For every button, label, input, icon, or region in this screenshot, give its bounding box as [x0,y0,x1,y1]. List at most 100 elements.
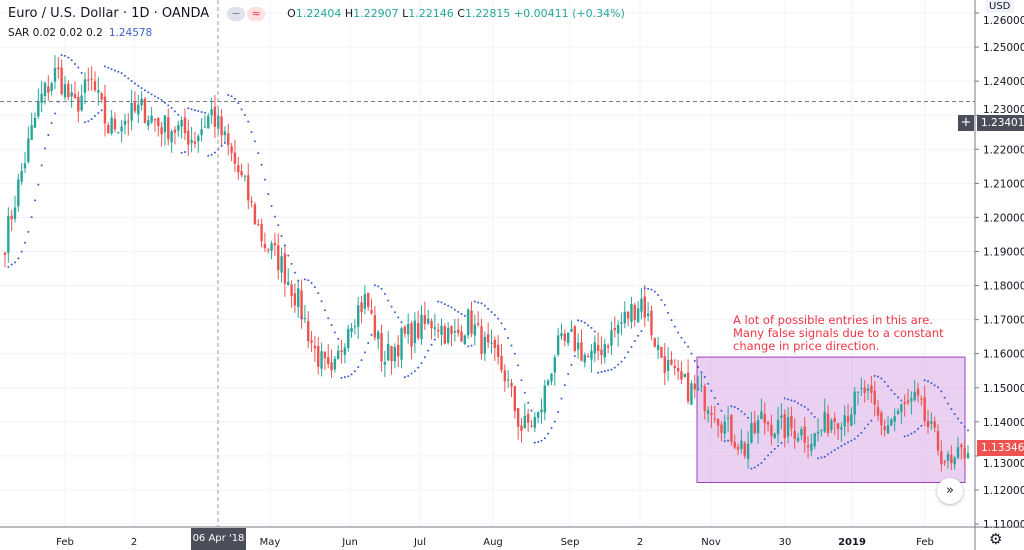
currency-badge[interactable]: USD [985,0,1015,13]
sar-dot [413,370,416,373]
candle-body [343,347,347,355]
sar-dot [373,284,376,287]
candle [390,345,393,375]
candle-body [566,332,570,344]
candle-body [663,356,666,374]
compare-icon[interactable]: ≈ [247,6,266,21]
candle-body [523,415,527,429]
candle-body [906,400,910,403]
sar-dot [160,98,163,101]
candle [440,318,443,346]
gear-icon[interactable]: ⚙ [989,530,1003,548]
sar-dot [77,66,80,69]
candle-body [723,421,726,434]
candle-body [203,126,207,128]
candle [646,302,650,322]
candle [586,353,590,358]
candle-body [177,125,180,131]
candle [333,355,337,373]
candle-body [760,411,763,419]
sar-dot [527,401,530,404]
candle [30,112,33,140]
candle-body [133,102,137,112]
candle [933,416,936,433]
sar-dot [920,424,923,427]
candle-body [100,93,103,100]
candle [570,320,573,333]
add-alert-plus-icon[interactable]: + [958,115,974,131]
candle [513,385,517,419]
candle [673,359,676,376]
candle [870,375,873,403]
x-tick-label: 2 [637,537,643,548]
candle [840,422,843,442]
sar-dot [120,72,123,75]
sar-dot [17,257,20,260]
candle-body [23,163,27,169]
candle-body [323,351,327,359]
candle [626,311,630,327]
candle-body [357,305,360,327]
candle-body [643,296,646,318]
sar-dot [7,266,10,269]
candle [143,97,147,124]
candle [550,372,553,386]
candle-body [833,418,836,422]
candle-body [500,355,503,371]
candle-body [340,350,343,353]
x-tick-label: Nov [701,537,721,548]
candle-body [17,179,20,207]
sar-dot [157,97,160,100]
candle [633,302,636,327]
sar-dot [923,379,926,382]
sar-dot [840,445,843,448]
candle [713,405,716,423]
candle-body [413,320,417,344]
candle-body [456,329,460,333]
sar-dot [847,441,850,444]
sar-dot [287,254,290,257]
annotation-text[interactable]: A lot of possible entries in this are. M… [733,313,944,353]
scroll-to-latest-button[interactable]: » [937,478,963,504]
sar-dot [643,287,646,290]
candle [590,344,593,373]
sar-dot [557,411,560,414]
minus-icon[interactable]: − [227,6,246,21]
candle [700,373,703,392]
candle [297,281,300,318]
candle-body [440,325,443,335]
candle [203,115,207,128]
candle-body [73,93,77,99]
candle [806,436,810,459]
sar-dot [947,402,950,405]
sar-dot [887,385,890,388]
candle-body [303,318,307,320]
sar-dot [213,151,216,154]
candle-body [563,333,567,342]
candle-body [576,342,580,350]
candle [950,445,953,471]
sar-legend[interactable]: SAR 0.02 0.02 0.2 1.24578 [8,27,152,39]
sar-dot [450,306,453,309]
x-tick-label: 2019 [838,537,866,548]
sar-dot [580,320,583,323]
candle-body [933,421,936,428]
sar-dot [20,250,23,253]
symbol-title[interactable]: Euro / U.S. Dollar · 1D · OANDA [8,6,210,21]
sar-dot [603,370,606,373]
y-tick-label: 1.12000 [983,485,1024,497]
candle [650,305,653,341]
sar-dot [950,408,953,411]
candle [913,380,916,402]
candle [593,335,596,362]
sar-dot [537,441,540,444]
sar-dot [960,421,963,424]
sar-dot [767,454,770,457]
candle [756,415,760,444]
sar-dot [257,152,260,155]
candle-body [127,121,130,123]
candle-body [696,388,700,391]
candle-body [593,342,596,354]
candle-body [47,86,50,93]
